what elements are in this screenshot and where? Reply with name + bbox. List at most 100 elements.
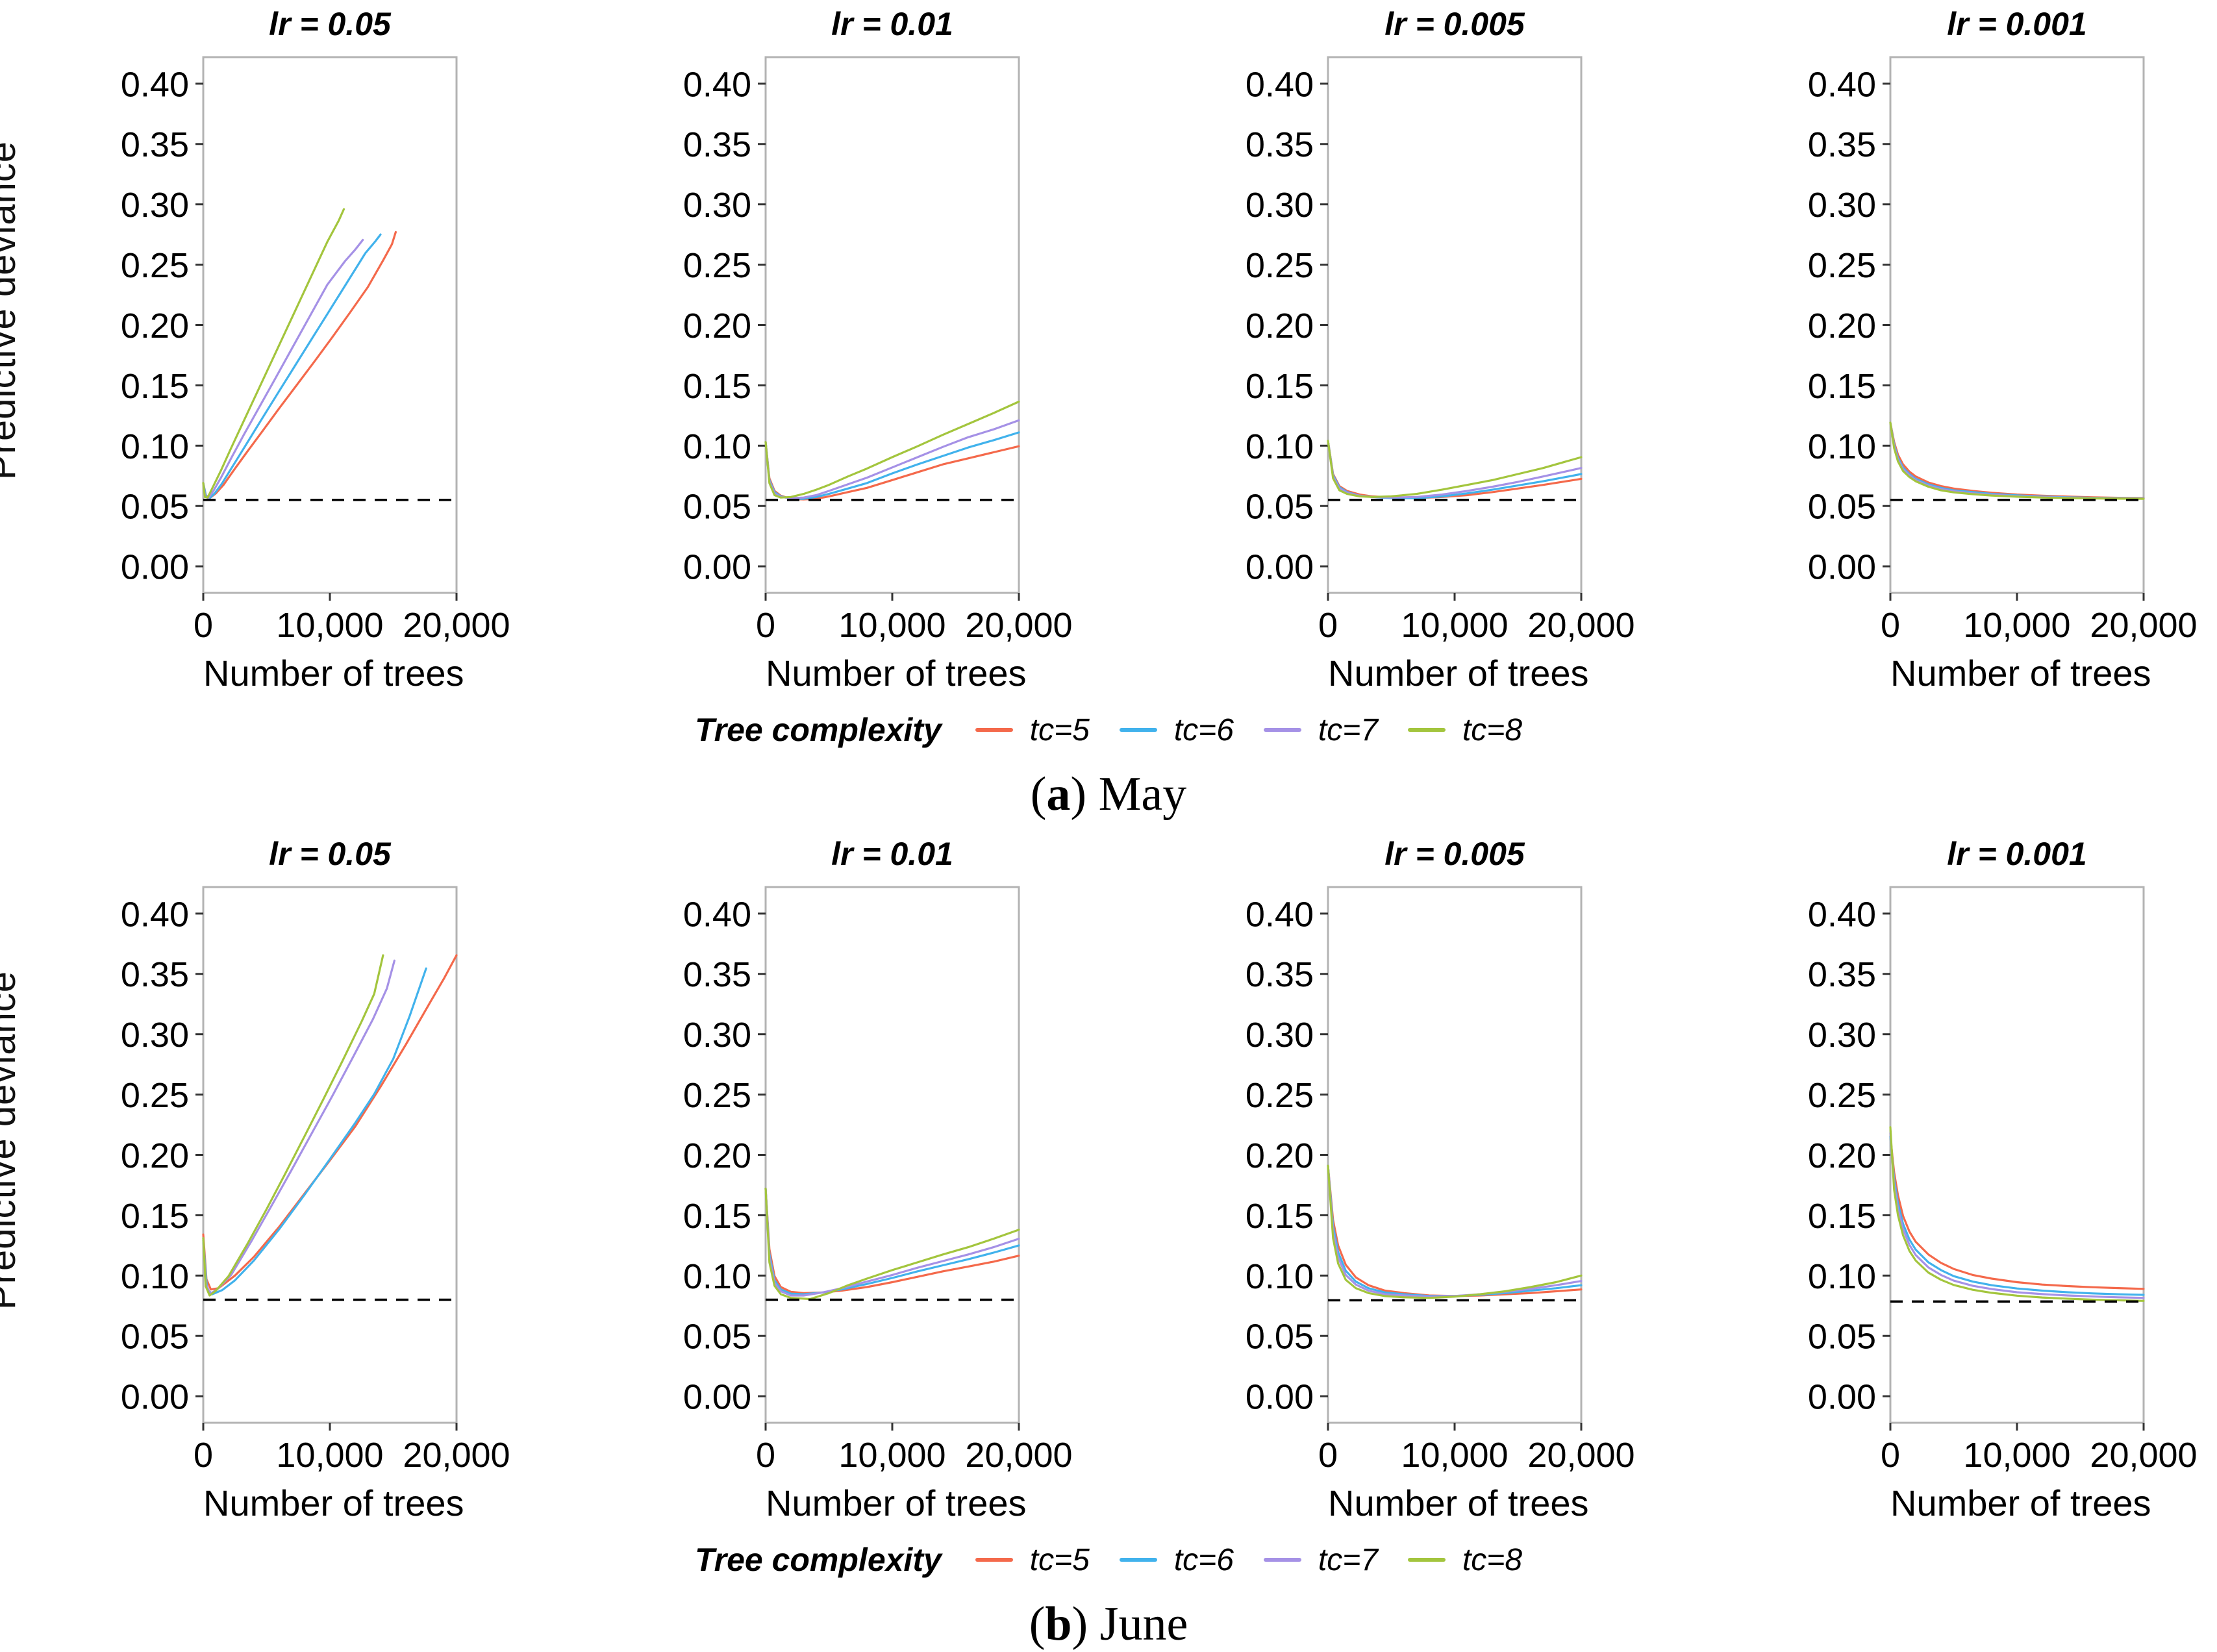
legend-label: tc=6: [1173, 1542, 1234, 1577]
svg-text:0.35: 0.35: [121, 955, 189, 994]
svg-text:0.30: 0.30: [683, 186, 751, 225]
svg-text:0.25: 0.25: [1246, 246, 1314, 285]
svg-text:0.15: 0.15: [683, 367, 751, 406]
svg-text:0.00: 0.00: [1808, 548, 1876, 587]
svg-text:0.10: 0.10: [1808, 427, 1876, 466]
legend-label: tc=8: [1462, 712, 1523, 747]
x-axis-title: Number of trees: [766, 1483, 1027, 1523]
tc7-line-swatch: [1263, 728, 1301, 732]
svg-text:0.10: 0.10: [683, 1257, 751, 1296]
svg-text:0.10: 0.10: [1246, 427, 1314, 466]
caption-paren-close: ): [1071, 1597, 1088, 1651]
svg-text:20,000: 20,000: [965, 1436, 1072, 1475]
svg-text:0: 0: [1881, 1436, 1900, 1475]
svg-text:0: 0: [194, 606, 213, 645]
svg-text:10,000: 10,000: [1963, 1436, 2070, 1475]
y-axis-title-label: Predictive deviance: [0, 140, 23, 480]
svg-text:0.25: 0.25: [1808, 1076, 1876, 1115]
legend-label: tc=5: [1029, 1542, 1090, 1577]
x-axis-title: Number of trees: [203, 653, 464, 694]
caption-paren-open: (: [1029, 1597, 1046, 1651]
legend-label: tc=7: [1318, 1542, 1378, 1577]
legend-item-tc6: tc=6: [1119, 712, 1234, 748]
svg-text:0.15: 0.15: [121, 367, 189, 406]
legend-label: tc=8: [1462, 1542, 1523, 1577]
svg-text:0.10: 0.10: [121, 427, 189, 466]
svg-text:0.05: 0.05: [1808, 1318, 1876, 1357]
svg-text:0.15: 0.15: [121, 1197, 189, 1236]
svg-text:0.30: 0.30: [683, 1016, 751, 1055]
svg-text:0.20: 0.20: [683, 1136, 751, 1175]
svg-text:0.30: 0.30: [121, 1016, 189, 1055]
x-axis-title: Number of trees: [203, 1483, 464, 1523]
legend-label: tc=5: [1029, 712, 1090, 747]
legend-label: tc=7: [1318, 712, 1378, 747]
svg-text:0.00: 0.00: [1808, 1378, 1876, 1417]
svg-text:0.25: 0.25: [683, 246, 751, 285]
legend-label: tc=6: [1173, 712, 1234, 747]
svg-text:10,000: 10,000: [276, 1436, 383, 1475]
panel-title: lr = 0.01: [831, 6, 953, 42]
svg-text:0.40: 0.40: [683, 65, 751, 104]
x-axis-title: Number of trees: [1328, 1483, 1589, 1523]
svg-text:0.20: 0.20: [1246, 307, 1314, 345]
svg-text:0.00: 0.00: [1246, 548, 1314, 587]
svg-text:0.10: 0.10: [121, 1257, 189, 1296]
chart-june-lr-0.05: 0.00 0.05 0.10 0.15 0.20 0.25 0.30 0.35 0.40 0 10,…: [121, 886, 510, 1475]
panel-title: lr = 0.001: [1947, 6, 2087, 42]
svg-text:0.15: 0.15: [1808, 1197, 1876, 1236]
chart-may-lr-0.05: 0.00 0.05 0.10 0.15 0.20 0.25 0.30 0.35 0.40 0 10,…: [121, 56, 510, 645]
svg-text:0.20: 0.20: [121, 1136, 189, 1175]
panel-title: lr = 0.01: [831, 836, 953, 872]
caption-a-may: (a) May: [0, 767, 2217, 822]
svg-text:10,000: 10,000: [1401, 606, 1508, 645]
svg-text:0.35: 0.35: [1246, 955, 1314, 994]
tc5-line-swatch: [975, 1558, 1013, 1562]
svg-text:0.40: 0.40: [1808, 65, 1876, 104]
svg-text:0.05: 0.05: [683, 488, 751, 527]
y-axis-title-label: Predictive deviance: [0, 970, 23, 1310]
svg-text:0.00: 0.00: [683, 1378, 751, 1417]
y-axis-title-june: Predictive deviance: [0, 834, 23, 1524]
chart-may-lr-0.005: 0.00 0.05 0.10 0.15 0.20 0.25 0.30 0.35 0.40 0 10,…: [1246, 56, 1635, 645]
svg-text:20,000: 20,000: [1527, 606, 1635, 645]
svg-text:0.15: 0.15: [1246, 367, 1314, 406]
svg-text:20,000: 20,000: [1527, 1436, 1635, 1475]
y-axis-title-may: Predictive deviance: [0, 4, 23, 694]
svg-text:0.05: 0.05: [121, 488, 189, 527]
caption-b-june: (b) June: [0, 1597, 2217, 1652]
svg-text:0.40: 0.40: [1808, 895, 1876, 934]
legend-june: Tree complexity tc=5 tc=6 tc=7 tc=8: [0, 1541, 2217, 1579]
svg-text:0.30: 0.30: [1808, 186, 1876, 225]
panel-may-lr-0.05: lr = 0.05 0.00 0.05 0.10 0.15 0.20 0.25 0.30 0.…: [106, 4, 547, 694]
svg-text:0: 0: [756, 606, 775, 645]
svg-text:0.30: 0.30: [121, 186, 189, 225]
legend-item-tc6: tc=6: [1119, 1542, 1234, 1578]
tc8-line-swatch: [1407, 1558, 1446, 1562]
tc6-line-swatch: [1119, 1558, 1157, 1562]
chart-june-lr-0.001: 0.00 0.05 0.10 0.15 0.20 0.25 0.30 0.35 0.40 0 10,…: [1808, 886, 2198, 1475]
svg-text:0.25: 0.25: [121, 1076, 189, 1115]
svg-text:0.05: 0.05: [1808, 488, 1876, 527]
legend-item-tc7: tc=7: [1263, 712, 1378, 748]
svg-text:0.20: 0.20: [1808, 307, 1876, 345]
svg-text:20,000: 20,000: [403, 1436, 510, 1475]
legend-item-tc8: tc=8: [1407, 1542, 1523, 1578]
svg-text:0.35: 0.35: [1808, 955, 1876, 994]
svg-text:0.10: 0.10: [1808, 1257, 1876, 1296]
svg-text:20,000: 20,000: [2090, 606, 2197, 645]
caption-paren-close: ): [1070, 768, 1087, 821]
panel-june-lr-0.01: lr = 0.01 0.00 0.05 0.10 0.15 0.20 0.25 0.30 0.…: [668, 834, 1110, 1524]
legend-title: Tree complexity: [694, 712, 942, 748]
section-june: Predictive deviance lr = 0.05 0.00 0.05 0.…: [0, 834, 2217, 1652]
tc6-line-swatch: [1119, 728, 1157, 732]
svg-text:0.05: 0.05: [121, 1318, 189, 1357]
legend-item-tc5: tc=5: [975, 712, 1090, 748]
chart-may-lr-0.01: 0.00 0.05 0.10 0.15 0.20 0.25 0.30 0.35 0.40 0 10,…: [683, 56, 1073, 645]
svg-text:10,000: 10,000: [276, 606, 383, 645]
svg-text:0.00: 0.00: [121, 1378, 189, 1417]
caption-letter: a: [1046, 768, 1071, 821]
svg-text:0.10: 0.10: [683, 427, 751, 466]
svg-text:10,000: 10,000: [838, 606, 946, 645]
